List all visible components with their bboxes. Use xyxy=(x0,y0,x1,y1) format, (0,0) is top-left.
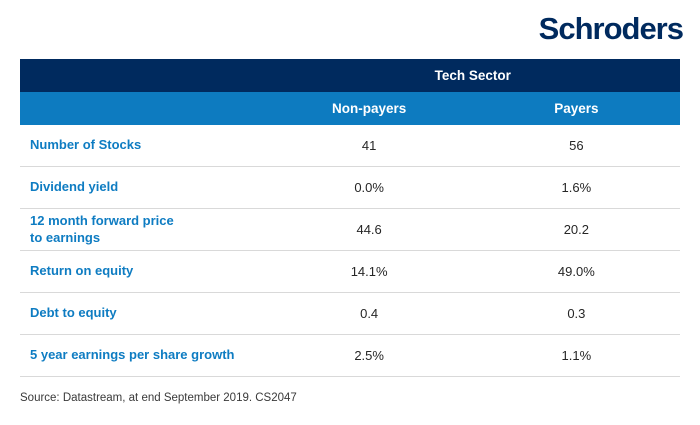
table-row: 12 month forward price to earnings 44.6 … xyxy=(20,209,680,251)
table-row: Dividend yield 0.0% 1.6% xyxy=(20,167,680,209)
cell-value: 44.6 xyxy=(356,222,382,237)
cell-value: 0.0% xyxy=(354,180,384,195)
table-row: 5 year earnings per share growth 2.5% 1.… xyxy=(20,335,680,377)
tech-sector-table: Tech Sector Non-payers Payers Number of … xyxy=(20,59,680,377)
cell-value: 14.1% xyxy=(350,264,388,279)
row-label: Dividend yield xyxy=(30,179,119,195)
row-label: Number of Stocks xyxy=(30,137,142,153)
schroders-logo: Schroders xyxy=(538,11,684,46)
table-row: Number of Stocks 41 56 xyxy=(20,125,680,167)
cell-value: 56 xyxy=(569,138,584,153)
table-header-group: Tech Sector xyxy=(20,59,680,92)
column-header-non-payers: Non-payers xyxy=(331,101,407,116)
cell-value: 0.4 xyxy=(360,306,379,321)
cell-value: 20.2 xyxy=(563,222,590,237)
table-column-headers: Non-payers Payers xyxy=(20,92,680,125)
cell-value: 0.3 xyxy=(567,306,586,321)
column-header-payers: Payers xyxy=(554,101,599,116)
cell-value: 49.0% xyxy=(557,264,595,279)
cell-value: 1.6% xyxy=(561,180,592,195)
row-label: Return on equity xyxy=(30,263,134,279)
source-note: Source: Datastream, at end September 201… xyxy=(20,392,297,404)
row-label: 12 month forward price to earnings xyxy=(30,212,174,245)
cell-value: 2.5% xyxy=(354,348,384,363)
table-row: Return on equity 14.1% 49.0% xyxy=(20,251,680,293)
table-row: Debt to equity 0.4 0.3 xyxy=(20,293,680,335)
cell-value: 1.1% xyxy=(561,348,592,363)
cell-value: 41 xyxy=(361,138,377,153)
table-title: Tech Sector xyxy=(434,68,511,83)
row-label: 5 year earnings per share growth xyxy=(30,347,235,363)
row-label: Debt to equity xyxy=(30,305,117,321)
